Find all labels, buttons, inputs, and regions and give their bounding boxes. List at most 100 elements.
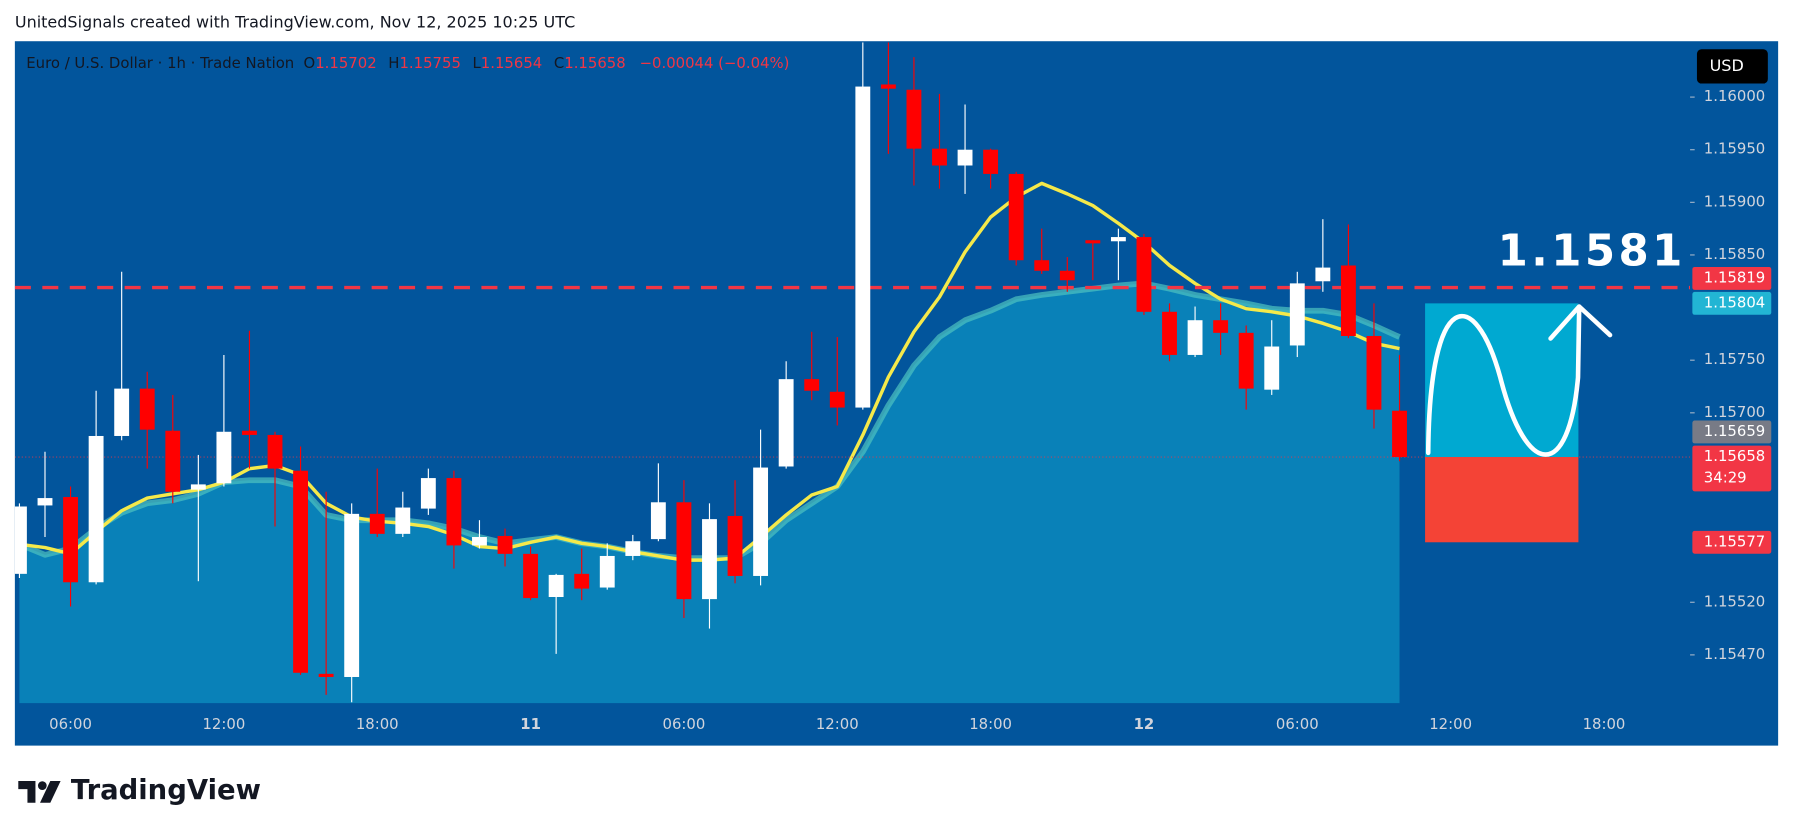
projection-arrow bbox=[1548, 304, 1613, 341]
price-badge bbox=[1692, 530, 1772, 554]
candle-body bbox=[574, 573, 590, 589]
candle-body bbox=[1034, 260, 1050, 271]
candle-body bbox=[932, 148, 947, 166]
logo-icon bbox=[37, 781, 47, 790]
high-value: 1.15755 bbox=[399, 54, 460, 72]
candle-body bbox=[1187, 320, 1203, 355]
plot-area bbox=[14, 42, 1691, 704]
x-tick-label: 06:00 bbox=[663, 715, 706, 733]
currency: USD bbox=[1710, 56, 1744, 75]
candle-body bbox=[242, 430, 257, 435]
candle-body bbox=[1366, 335, 1382, 410]
candle-body bbox=[14, 506, 27, 574]
candle-body bbox=[1059, 270, 1075, 281]
candle-body bbox=[1264, 346, 1280, 390]
candle-body bbox=[420, 478, 436, 509]
candle-body bbox=[1315, 267, 1331, 282]
y-tick-label: 1.15950 bbox=[1704, 140, 1765, 158]
candle-body bbox=[1085, 240, 1101, 244]
low-label: L bbox=[473, 54, 482, 72]
candle-body bbox=[1340, 265, 1356, 336]
x-tick-label: 12 bbox=[1134, 715, 1155, 733]
low-value: 1.15654 bbox=[481, 54, 542, 72]
x-tick-label: 12:00 bbox=[1429, 715, 1472, 733]
candle-body bbox=[880, 84, 896, 89]
candle-body bbox=[1162, 311, 1177, 355]
price-badge bbox=[1692, 445, 1772, 492]
price-badge bbox=[1692, 267, 1772, 290]
countdown: 34:29 bbox=[1704, 469, 1747, 487]
price-badge bbox=[1692, 420, 1772, 444]
y-tick-label: 1.15850 bbox=[1704, 245, 1765, 263]
candle-body bbox=[37, 498, 53, 506]
x-tick-label: 18:00 bbox=[356, 715, 399, 733]
y-tick-label: 1.15750 bbox=[1704, 350, 1765, 368]
y-tick-label: 1.16000 bbox=[1704, 87, 1765, 105]
close-label: C bbox=[554, 54, 564, 72]
candle-body bbox=[650, 502, 666, 540]
candle-body bbox=[753, 467, 769, 576]
high-label: H bbox=[388, 54, 399, 72]
candle-body bbox=[625, 541, 641, 556]
y-tick-label: 1.15900 bbox=[1704, 192, 1765, 210]
candle-body bbox=[165, 430, 181, 492]
logo-icon bbox=[40, 781, 61, 803]
candle-body bbox=[1392, 410, 1407, 458]
candle-body bbox=[599, 555, 615, 588]
candle-body bbox=[829, 391, 845, 408]
candle-body bbox=[1136, 237, 1152, 312]
candle-body bbox=[1110, 237, 1126, 242]
price-badge-label: 1.15659 bbox=[1704, 422, 1765, 440]
open-label: O bbox=[304, 54, 316, 72]
candle-body bbox=[1008, 173, 1024, 261]
x-tick-label: 18:00 bbox=[969, 715, 1012, 733]
candle-body bbox=[318, 673, 334, 677]
y-tick-label: 1.15700 bbox=[1704, 403, 1765, 421]
legend: Euro / U.S. Dollar · 1h · Trade Nation O… bbox=[26, 54, 789, 72]
stop-zone bbox=[1425, 457, 1579, 543]
close-value: 1.15658 bbox=[564, 54, 625, 72]
x-tick-label: 06:00 bbox=[1276, 715, 1319, 733]
candle-body bbox=[676, 502, 692, 600]
y-tick-label: 1.15520 bbox=[1704, 592, 1765, 610]
x-tick-label: 12:00 bbox=[816, 715, 859, 733]
candle-body bbox=[497, 535, 513, 554]
currency-badge[interactable] bbox=[1696, 49, 1768, 84]
candle-body bbox=[88, 435, 104, 583]
candle-body bbox=[139, 388, 155, 430]
candle-body bbox=[906, 89, 922, 149]
x-tick-label: 18:00 bbox=[1583, 715, 1626, 733]
open-value: 1.15702 bbox=[315, 54, 376, 72]
price-badge-label: 1.15658 bbox=[1704, 447, 1765, 465]
candle-body bbox=[523, 553, 539, 599]
candle-body bbox=[855, 86, 871, 408]
candle-body bbox=[395, 507, 411, 534]
header: UnitedSignals created with TradingView.c… bbox=[15, 12, 575, 31]
candle-body bbox=[63, 497, 78, 583]
overlay: 1.16000 1.15950 1.15900 1.15850 1.15750 1.157… bbox=[49, 87, 1772, 733]
candle-body bbox=[472, 537, 487, 546]
x-tick-label: 11 bbox=[520, 715, 541, 733]
candle-body bbox=[1238, 332, 1254, 389]
candle-body bbox=[778, 379, 794, 467]
brand: TradingView bbox=[71, 775, 261, 806]
price-badge-label: 1.15819 bbox=[1704, 268, 1765, 286]
annotation: 1.1581 bbox=[1498, 226, 1686, 276]
price-badge-label: 1.15577 bbox=[1704, 532, 1765, 550]
price-badge bbox=[1692, 291, 1772, 315]
x-tick-label: 12:00 bbox=[202, 715, 245, 733]
candle-body bbox=[446, 478, 462, 546]
candle-body bbox=[267, 434, 283, 469]
logo-icon bbox=[18, 781, 36, 803]
candle-body bbox=[216, 431, 232, 484]
candle-body bbox=[702, 519, 717, 600]
candle-body bbox=[548, 574, 564, 598]
candle-body bbox=[190, 484, 206, 490]
symbol: Euro / U.S. Dollar · 1h · Trade Nation bbox=[26, 54, 294, 72]
candle-body bbox=[369, 513, 385, 534]
candle-body bbox=[344, 513, 360, 677]
candle-body bbox=[293, 470, 309, 673]
candle-body bbox=[957, 149, 973, 166]
candle-body bbox=[114, 388, 130, 436]
